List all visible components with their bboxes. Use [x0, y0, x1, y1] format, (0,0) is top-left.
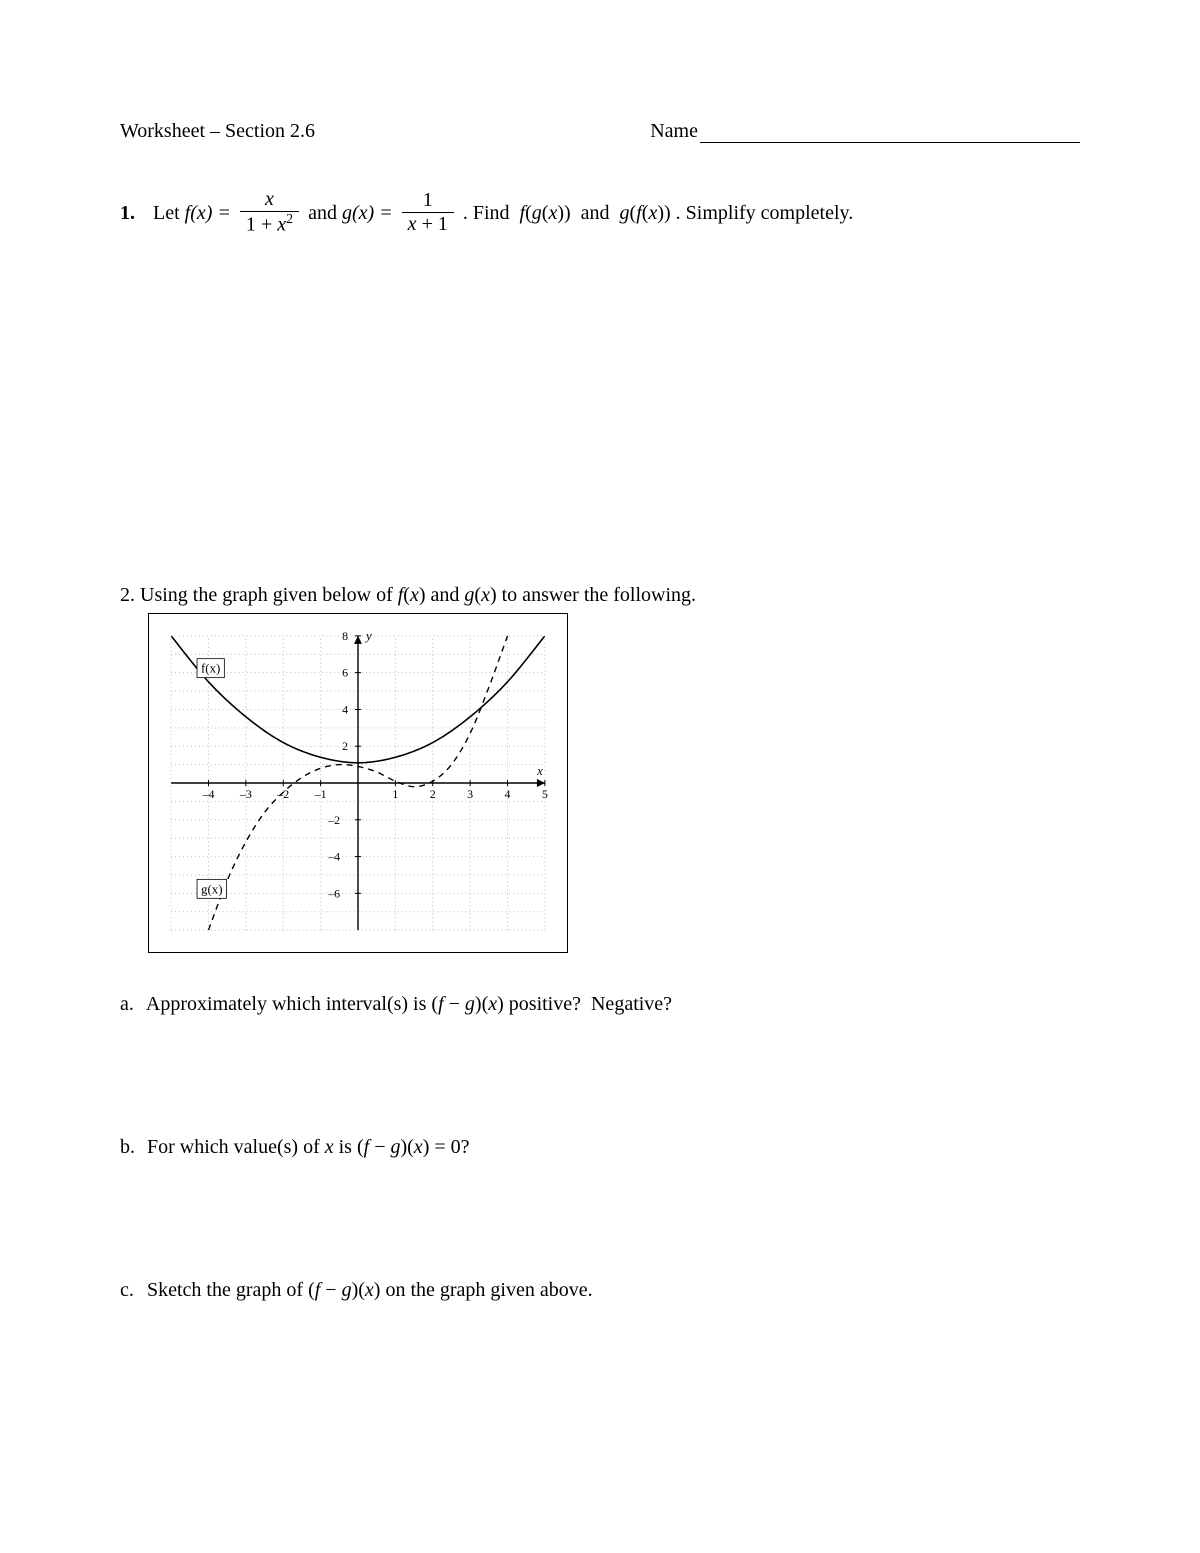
svg-text:f(x): f(x) [201, 660, 220, 675]
name-label: Name [650, 120, 698, 143]
p1-lead: Let [153, 202, 185, 224]
p1-f-den: 1 + x2 [240, 212, 299, 236]
svg-text:5: 5 [542, 787, 548, 801]
graph-container: –4–3–2–112345–6–4–22468xyf(x)g(x) [148, 613, 568, 953]
graph-svg: –4–3–2–112345–6–4–22468xyf(x)g(x) [149, 614, 567, 952]
p1-f-lhs: f(x) = [185, 202, 231, 224]
worksheet-title: Worksheet – Section 2.6 [120, 120, 315, 143]
svg-text:2: 2 [342, 739, 348, 753]
subpart-b: b. For which value(s) of x is (f − g)(x)… [120, 1136, 1080, 1159]
name-input-line[interactable] [700, 121, 1080, 143]
p1-f-num: x [240, 189, 299, 212]
p1-g-frac: 1 x + 1 [402, 190, 454, 235]
svg-text:8: 8 [342, 629, 348, 643]
sub-b-label: b. [120, 1136, 142, 1159]
svg-text:4: 4 [342, 702, 348, 716]
header-row: Worksheet – Section 2.6 Name [120, 120, 1080, 143]
p1-g-den: x + 1 [402, 213, 454, 235]
svg-text:–4: –4 [202, 787, 215, 801]
problem-1: 1. Let f(x) = x 1 + x2 and g(x) = 1 x + … [120, 191, 1080, 238]
svg-text:x: x [536, 763, 543, 778]
worksheet-page: Worksheet – Section 2.6 Name 1. Let f(x)… [0, 0, 1200, 1553]
problem-2: 2. Using the graph given below of f(x) a… [120, 584, 1080, 607]
p1-f-frac: x 1 + x2 [240, 189, 299, 236]
subpart-c: c. Sketch the graph of (f − g)(x) on the… [120, 1279, 1080, 1302]
svg-text:–2: –2 [276, 787, 289, 801]
p1-and: and [308, 202, 342, 224]
svg-text:y: y [364, 628, 372, 643]
svg-text:1: 1 [392, 787, 398, 801]
subpart-a: a. Approximately which interval(s) is (f… [120, 993, 1080, 1016]
problem-1-number: 1. [120, 198, 148, 228]
sub-b-text: For which value(s) of x is (f − g)(x) = … [147, 1136, 470, 1158]
svg-text:–2: –2 [327, 812, 340, 826]
sub-a-text: Approximately which interval(s) is (f − … [146, 993, 672, 1015]
svg-text:–3: –3 [239, 787, 252, 801]
svg-text:g(x): g(x) [201, 881, 223, 896]
svg-text:–6: –6 [327, 886, 340, 900]
name-field[interactable]: Name [650, 120, 1080, 143]
problem-2-number: 2. [120, 584, 135, 606]
svg-text:2: 2 [430, 787, 436, 801]
p2-text: Using the graph given below of f(x) and … [140, 584, 696, 606]
sub-c-text: Sketch the graph of (f − g)(x) on the gr… [147, 1279, 593, 1301]
p1-g-num: 1 [402, 190, 454, 213]
p1-tail: . Find f(g(x)) and g(f(x)) . Simplify co… [463, 202, 853, 224]
svg-text:3: 3 [467, 787, 473, 801]
svg-text:4: 4 [505, 787, 511, 801]
sub-c-label: c. [120, 1279, 142, 1302]
svg-text:–4: –4 [327, 849, 340, 863]
svg-text:6: 6 [342, 665, 348, 679]
sub-a-label: a. [120, 993, 142, 1016]
svg-text:–1: –1 [314, 787, 327, 801]
p1-g-lhs: g(x) = [342, 202, 393, 224]
workspace-1 [120, 274, 1080, 584]
